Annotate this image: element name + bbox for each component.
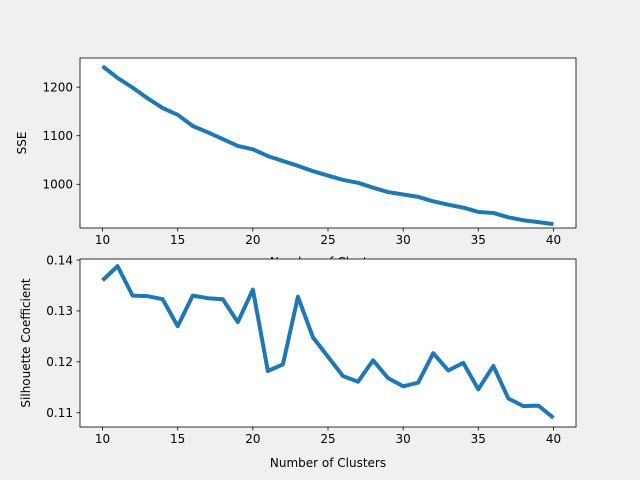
silhouette-x-tick-label: 15 — [170, 432, 185, 446]
silhouette-x-tick-label: 40 — [546, 432, 561, 446]
silhouette-x-tick-label: 20 — [245, 432, 260, 446]
sse-line — [101, 64, 554, 227]
sse-x-tick-label: 25 — [320, 233, 335, 247]
sse-x-tick-label: 30 — [396, 233, 411, 247]
silhouette-axes-frame — [79, 258, 577, 428]
sse-x-tick-label: 40 — [546, 233, 561, 247]
sse-x-tick-label: 35 — [471, 233, 486, 247]
silhouette-line — [101, 264, 555, 420]
silhouette-y-axis-label: Silhouette Coefficient — [19, 278, 33, 407]
sse-y-tick-label: 1000 — [42, 178, 73, 192]
silhouette-ticks: 10 15 20 25 30 35 40 0.11 0.12 0.13 0.14 — [46, 253, 561, 446]
silhouette-x-tick-label: 35 — [471, 432, 486, 446]
silhouette-y-tick-label: 0.14 — [46, 253, 73, 267]
sse-axes-frame — [79, 57, 577, 229]
silhouette-y-tick-label: 0.11 — [46, 406, 73, 420]
silhouette-x-tick-label: 30 — [396, 432, 411, 446]
silhouette-x-tick-label: 10 — [95, 432, 110, 446]
silhouette-x-tick-label: 25 — [320, 432, 335, 446]
silhouette-y-tick-label: 0.12 — [46, 355, 73, 369]
silhouette-subplot: 10 15 20 25 30 35 40 0.11 0.12 0.13 0.14 Number of… — [19, 253, 577, 470]
sse-ticks: 10 15 20 25 30 35 40 1000 1100 1200 — [42, 80, 561, 247]
sse-y-axis-label: SSE — [15, 132, 29, 155]
silhouette-x-axis-label: Number of Clusters — [270, 456, 386, 470]
sse-axes-area — [80, 58, 576, 228]
sse-y-tick-label: 1100 — [42, 129, 73, 143]
silhouette-y-tick-label: 0.13 — [46, 304, 73, 318]
sse-x-tick-label: 20 — [245, 233, 260, 247]
silhouette-axes-area — [80, 259, 576, 427]
sse-x-tick-label: 10 — [95, 233, 110, 247]
sse-x-tick-label: 15 — [170, 233, 185, 247]
sse-y-tick-label: 1200 — [42, 80, 73, 94]
